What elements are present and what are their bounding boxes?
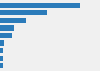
Bar	[0, 25, 14, 31]
Bar	[0, 3, 80, 8]
Bar	[0, 10, 47, 15]
Bar	[0, 63, 3, 68]
Bar	[0, 18, 26, 23]
Bar	[0, 56, 3, 61]
Bar	[0, 33, 12, 38]
Bar	[0, 40, 4, 46]
Bar	[0, 48, 3, 53]
